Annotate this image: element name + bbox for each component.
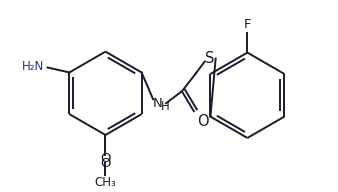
Text: O: O xyxy=(197,114,209,129)
Text: O: O xyxy=(100,152,111,165)
Text: H₂N: H₂N xyxy=(22,60,45,73)
Text: N: N xyxy=(153,97,163,110)
Text: S: S xyxy=(205,51,214,66)
Text: F: F xyxy=(244,18,251,31)
Text: H: H xyxy=(161,100,169,113)
Text: CH₃: CH₃ xyxy=(95,176,116,189)
Text: O: O xyxy=(100,157,111,170)
